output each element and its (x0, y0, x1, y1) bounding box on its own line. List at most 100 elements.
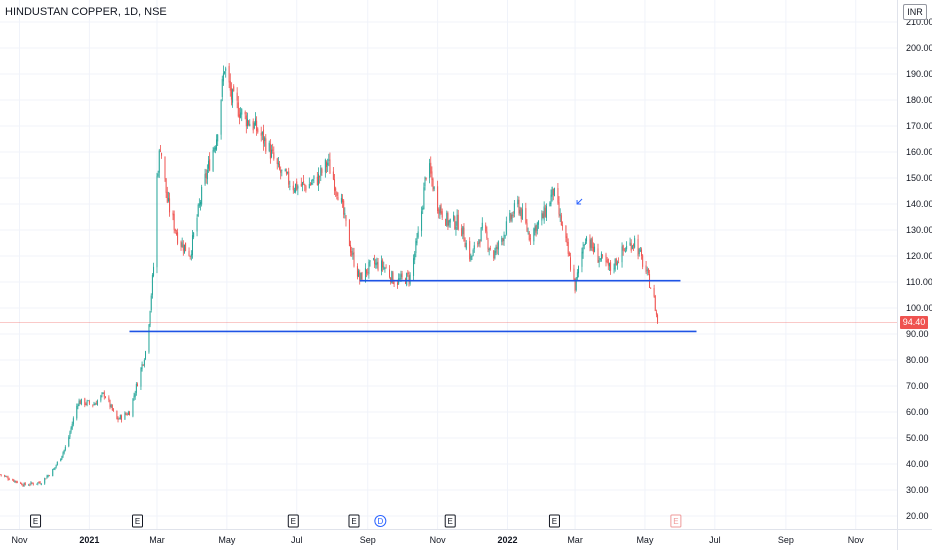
candle-body (245, 115, 247, 127)
candle (240, 107, 242, 119)
candle-body (40, 483, 42, 485)
candle-body (13, 479, 15, 482)
candle (340, 193, 342, 204)
candle-body (367, 272, 369, 274)
earnings-event-icon[interactable]: E (548, 514, 560, 528)
candle (141, 361, 143, 372)
candle (313, 175, 315, 184)
candle (432, 177, 434, 192)
candle-body (473, 245, 475, 250)
candle-body (599, 258, 601, 260)
symbol-title[interactable]: HINDUSTAN COPPER, 1D, NSE (5, 6, 167, 18)
earnings-event-icon[interactable]: E (287, 514, 299, 528)
candle (182, 240, 184, 256)
dividend-event-icon[interactable]: D (374, 515, 387, 527)
candle-body (535, 225, 537, 233)
trendlines[interactable] (129, 279, 697, 333)
candle-body (502, 238, 504, 242)
candle-body (216, 139, 218, 150)
candle-body (521, 209, 523, 220)
candle (454, 215, 456, 231)
candle-body (305, 186, 307, 191)
candle (478, 239, 480, 247)
earnings-event-icon[interactable]: E (444, 514, 456, 528)
currency-button[interactable]: INR (903, 4, 927, 20)
candle-body (80, 398, 82, 405)
candle (630, 239, 632, 253)
candle-body (348, 219, 350, 247)
candle (573, 264, 575, 281)
candle-body (359, 272, 361, 281)
earnings-event-icon[interactable]: E (670, 514, 682, 528)
event-letter: E (351, 517, 356, 526)
candle (464, 237, 466, 248)
candle (438, 207, 440, 219)
candle-body (352, 252, 354, 255)
candle-body (425, 178, 427, 179)
event-marker (348, 514, 360, 528)
candle-body (148, 324, 150, 353)
candle (439, 204, 441, 219)
y-tick-label: 140.00 (906, 199, 932, 209)
candle-body (424, 176, 426, 187)
candle (249, 119, 251, 127)
candle (455, 221, 457, 236)
candle (375, 258, 377, 269)
candle (631, 244, 633, 250)
candle-body (478, 239, 480, 245)
earnings-event-icon[interactable]: E (348, 514, 360, 528)
candle (553, 187, 555, 197)
earnings-event-icon[interactable]: E (131, 514, 143, 528)
candle (245, 112, 247, 134)
candle (40, 482, 42, 486)
annotation-arrow-icon[interactable] (576, 198, 583, 205)
event-marker (670, 514, 682, 528)
candle (537, 220, 539, 229)
candle-body (592, 246, 594, 252)
candle-body (76, 406, 78, 419)
candle (566, 233, 568, 246)
candle-body (308, 184, 310, 189)
candle-body (391, 271, 393, 283)
candle (536, 221, 538, 235)
candle (281, 169, 283, 177)
candle-body (616, 262, 618, 265)
candle (212, 147, 214, 172)
candle (517, 195, 519, 208)
time-axis[interactable]: Nov 2021 Mar May Jul Sep Nov 2022 Mar May Jul Sep No… (12, 535, 865, 545)
candle-body (447, 213, 449, 227)
candle (175, 229, 177, 236)
candle-body (527, 231, 529, 233)
candle-body (29, 484, 31, 486)
candle-body (369, 260, 371, 263)
candle-body (630, 243, 632, 251)
earnings-event-icon[interactable]: E (30, 514, 42, 528)
candle (13, 478, 15, 482)
candle (69, 430, 71, 440)
candle (590, 237, 592, 251)
candle (295, 183, 297, 194)
candle (70, 426, 72, 434)
candle-body (273, 152, 275, 159)
candle (335, 186, 337, 197)
candle (369, 260, 371, 267)
y-tick-label: 120.00 (906, 251, 932, 261)
candle-body (513, 203, 515, 214)
candle-body (30, 482, 32, 485)
candle-body (301, 182, 303, 186)
candle-body (336, 192, 338, 197)
price-axis[interactable]: 20.00 30.00 40.00 50.00 60.00 70.00 80.00 90.00… (906, 17, 932, 521)
candle-body (334, 179, 336, 191)
candle (196, 214, 198, 237)
candle (189, 255, 191, 260)
candle-body (382, 260, 384, 268)
candle-body (47, 475, 49, 477)
candle-body (389, 269, 391, 278)
candle (193, 231, 195, 240)
candle (80, 398, 82, 406)
candle (486, 226, 488, 240)
candle (112, 408, 114, 412)
candle (599, 258, 601, 262)
candle-body (421, 211, 423, 231)
